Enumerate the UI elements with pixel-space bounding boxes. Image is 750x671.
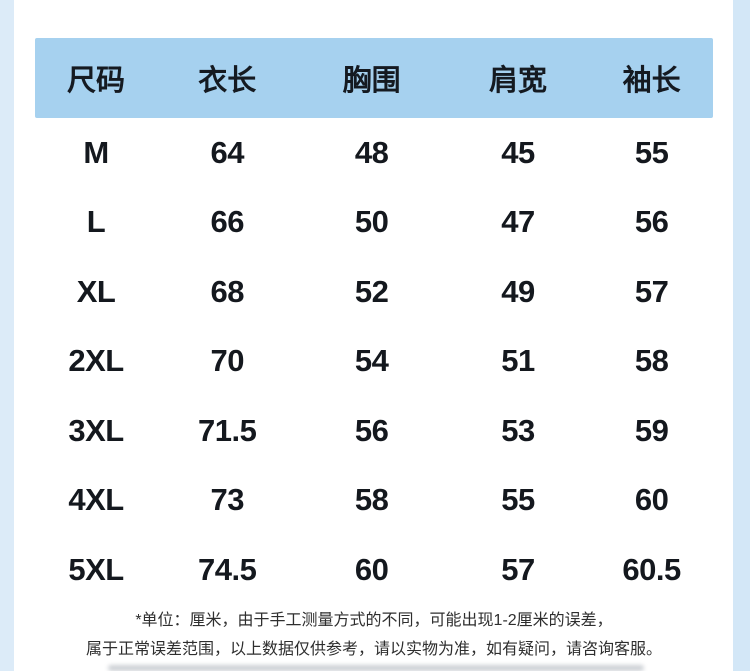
length-value: 73 (210, 482, 244, 518)
length-value: 68 (210, 273, 244, 309)
shoulder-value: 53 (501, 412, 535, 448)
table-row: 5XL 74.5 60 57 60.5 (35, 535, 713, 605)
shoulder-value: 57 (501, 551, 535, 587)
length-value: 71.5 (198, 412, 257, 448)
column-header-size: 尺码 (67, 65, 126, 97)
next-section-cutoff (108, 665, 644, 671)
length-value: 64 (210, 134, 244, 170)
table-row: L 66 50 47 56 (35, 188, 713, 258)
length-value: 66 (210, 204, 244, 240)
sleeve-value: 59 (634, 412, 669, 448)
column-header-length: 衣长 (198, 65, 257, 97)
sleeve-value: 58 (634, 343, 669, 379)
table-row: XL 68 52 49 57 (35, 257, 713, 327)
column-header-shoulder: 肩宽 (489, 65, 548, 97)
length-value: 74.5 (198, 551, 257, 587)
disclaimer-line-2: 属于正常误差范围，以上数据仅供参考，请以实物为准，如有疑问，请咨询客服。 (85, 641, 662, 658)
disclaimer-line-1: *单位：厘米，由于手工测量方式的不同，可能出现1-2厘米的误差， (135, 612, 613, 629)
table-row: 4XL 73 58 55 60 (35, 466, 713, 536)
size-label: M (83, 134, 109, 170)
size-label: 4XL (68, 482, 124, 518)
sleeve-value: 57 (634, 273, 669, 309)
sleeve-value: 55 (634, 134, 669, 170)
chest-value: 56 (354, 412, 389, 448)
chest-value: 48 (354, 134, 389, 170)
size-label: XL (76, 273, 116, 309)
shoulder-value: 49 (501, 273, 535, 309)
column-header-sleeve: 袖长 (622, 65, 681, 97)
shoulder-value: 55 (501, 482, 535, 518)
chest-value: 60 (354, 551, 389, 587)
size-label: L (86, 204, 106, 240)
chest-value: 52 (354, 273, 389, 309)
sleeve-value: 56 (634, 204, 669, 240)
size-table-header-row: 尺码 衣长 胸围 肩宽 袖长 (35, 38, 713, 118)
size-label: 3XL (68, 412, 124, 448)
right-edge-strip (733, 0, 750, 671)
shoulder-value: 45 (501, 134, 535, 170)
column-header-chest: 胸围 (342, 65, 401, 97)
sleeve-value: 60.5 (622, 551, 681, 587)
table-row: 2XL 70 54 51 58 (35, 327, 713, 397)
chest-value: 50 (354, 204, 389, 240)
shoulder-value: 51 (501, 343, 535, 379)
table-row: 3XL 71.5 56 53 59 (35, 396, 713, 466)
size-table: 尺码 衣长 胸围 肩宽 袖长 M 64 48 45 55 L 66 50 47 … (35, 38, 713, 605)
size-label: 5XL (68, 551, 124, 587)
shoulder-value: 47 (501, 204, 535, 240)
sleeve-value: 60 (634, 482, 669, 518)
left-edge-strip (0, 0, 14, 671)
measurement-disclaimer: *单位：厘米，由于手工测量方式的不同，可能出现1-2厘米的误差， 属于正常误差范… (35, 606, 713, 664)
size-label: 2XL (68, 343, 124, 379)
length-value: 70 (210, 343, 244, 379)
table-row: M 64 48 45 55 (35, 118, 713, 188)
chest-value: 54 (354, 343, 389, 379)
chest-value: 58 (354, 482, 389, 518)
